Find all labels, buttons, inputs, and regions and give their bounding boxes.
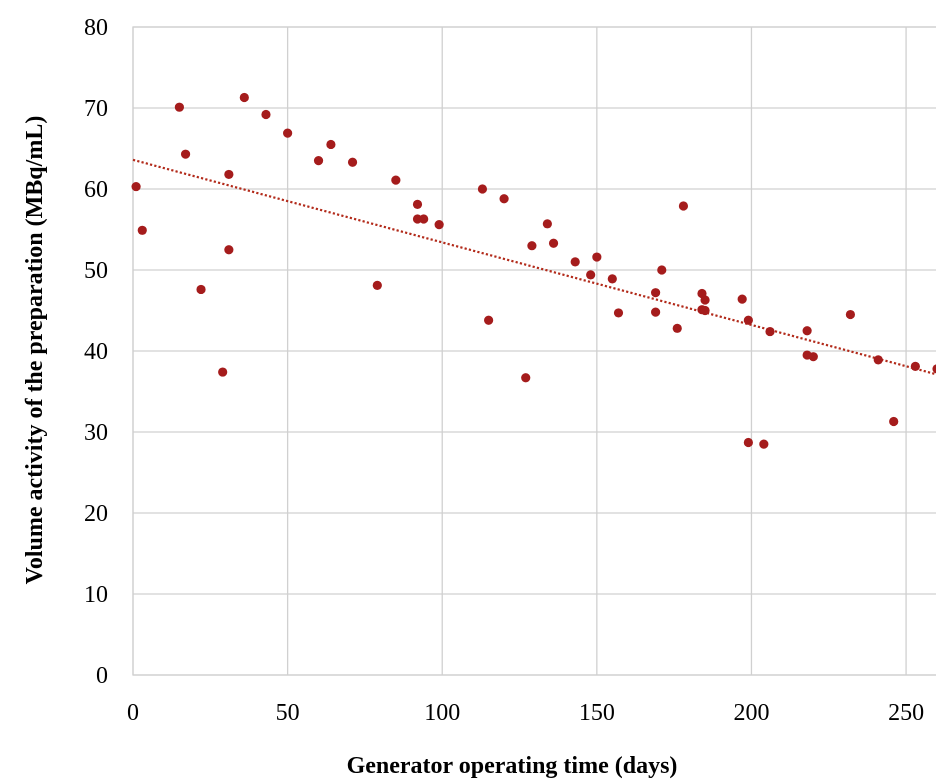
y-tick-label: 70	[84, 96, 108, 122]
data-point	[527, 241, 536, 250]
data-point	[673, 324, 682, 333]
data-point	[657, 265, 666, 274]
trendline-layer	[133, 160, 936, 375]
data-point	[744, 316, 753, 325]
data-point	[499, 194, 508, 203]
grid	[133, 27, 936, 675]
data-point	[478, 184, 487, 193]
data-point	[521, 373, 530, 382]
data-point	[911, 362, 920, 371]
data-point	[348, 158, 357, 167]
x-axis-title: Generator operating time (days)	[347, 753, 678, 779]
trendline	[133, 160, 936, 375]
data-point	[889, 417, 898, 426]
data-point	[419, 214, 428, 223]
x-tick-label: 0	[127, 700, 139, 726]
y-tick-label: 50	[84, 258, 108, 284]
data-point	[651, 308, 660, 317]
data-point	[484, 316, 493, 325]
data-point	[391, 175, 400, 184]
y-tick-label: 40	[84, 339, 108, 365]
data-point	[809, 352, 818, 361]
data-point	[413, 200, 422, 209]
data-point	[700, 295, 709, 304]
x-tick-label: 50	[276, 700, 300, 726]
data-point	[549, 239, 558, 248]
data-point	[932, 364, 936, 373]
data-point	[759, 440, 768, 449]
data-point	[744, 438, 753, 447]
y-tick-label: 80	[84, 15, 108, 41]
data-point	[224, 245, 233, 254]
data-point	[700, 306, 709, 315]
data-point	[614, 308, 623, 317]
y-tick-label: 0	[96, 663, 108, 689]
data-point	[651, 288, 660, 297]
data-points	[131, 93, 936, 449]
data-point	[314, 156, 323, 165]
data-point	[571, 257, 580, 266]
data-point	[373, 281, 382, 290]
data-point	[803, 326, 812, 335]
data-point	[543, 219, 552, 228]
data-point	[846, 310, 855, 319]
tick-labels: 0 10 20 30 40 50 60 70 80 0 50 100 150 200 250	[84, 15, 924, 726]
x-tick-label: 200	[733, 700, 769, 726]
data-point	[586, 270, 595, 279]
data-point	[738, 295, 747, 304]
data-point	[765, 327, 774, 336]
data-point	[592, 252, 601, 261]
data-point	[196, 285, 205, 294]
data-point	[679, 201, 688, 210]
data-point	[181, 150, 190, 159]
x-tick-label: 250	[888, 700, 924, 726]
data-point	[283, 129, 292, 138]
y-tick-label: 10	[84, 582, 108, 608]
y-tick-label: 30	[84, 420, 108, 446]
data-point	[138, 226, 147, 235]
y-axis-title: Volume activity of the preparation (MBq/…	[22, 116, 48, 585]
data-point	[608, 274, 617, 283]
data-point	[435, 220, 444, 229]
data-point	[224, 170, 233, 179]
x-tick-label: 150	[579, 700, 615, 726]
data-point	[326, 140, 335, 149]
data-point	[131, 182, 140, 191]
x-tick-label: 100	[424, 700, 460, 726]
y-tick-label: 60	[84, 177, 108, 203]
data-point	[218, 367, 227, 376]
data-point	[874, 355, 883, 364]
data-point	[240, 93, 249, 102]
data-point	[175, 103, 184, 112]
y-tick-label: 20	[84, 501, 108, 527]
data-point	[261, 110, 270, 119]
